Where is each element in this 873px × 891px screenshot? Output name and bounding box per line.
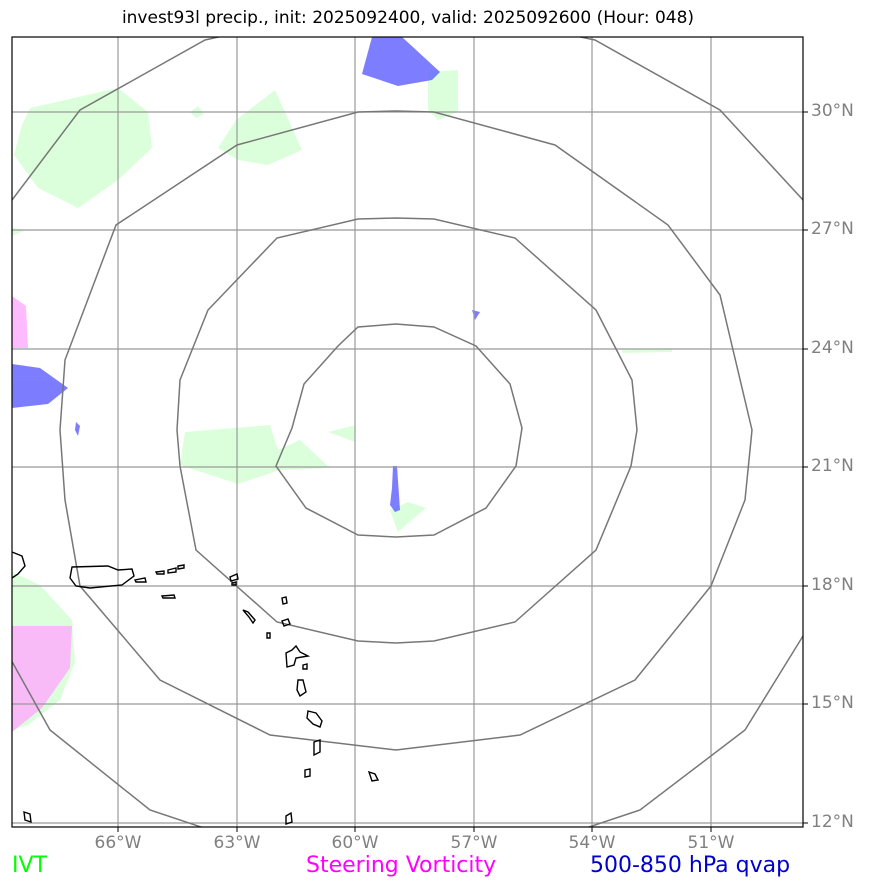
lat-label-12n: 12°N xyxy=(811,812,854,832)
ivt-shading xyxy=(12,70,672,730)
tick-marks xyxy=(117,111,808,832)
legend-ivt: IVT xyxy=(12,853,47,878)
lat-label-24n: 24°N xyxy=(811,338,854,358)
lon-label-54w: 54°W xyxy=(568,833,616,853)
lon-label-60w: 60°W xyxy=(331,833,379,853)
lat-label-30n: 30°N xyxy=(811,101,854,121)
legend-qvap: 500-850 hPa qvap xyxy=(590,853,791,878)
range-ring-1 xyxy=(275,323,523,538)
lon-label-51w: 51°W xyxy=(687,833,735,853)
lon-label-57w: 57°W xyxy=(450,833,498,853)
legend-steering-vorticity: Steering Vorticity xyxy=(306,853,497,878)
vorticity-shading xyxy=(12,296,72,732)
graticule xyxy=(12,37,803,827)
lon-label-63w: 63°W xyxy=(213,833,261,853)
lat-label-21n: 21°N xyxy=(811,456,854,476)
range-rings xyxy=(12,37,803,827)
range-ring-3 xyxy=(59,110,753,751)
range-ring-2 xyxy=(176,217,638,644)
lat-label-18n: 18°N xyxy=(811,575,854,595)
coastlines xyxy=(12,551,380,825)
lat-label-27n: 27°N xyxy=(811,219,854,239)
qvap-shading xyxy=(12,37,480,512)
lat-label-15n: 15°N xyxy=(811,693,854,713)
lon-label-66w: 66°W xyxy=(94,833,142,853)
map-title: invest93l precip., init: 2025092400, val… xyxy=(121,8,695,28)
map-frame xyxy=(11,36,804,828)
